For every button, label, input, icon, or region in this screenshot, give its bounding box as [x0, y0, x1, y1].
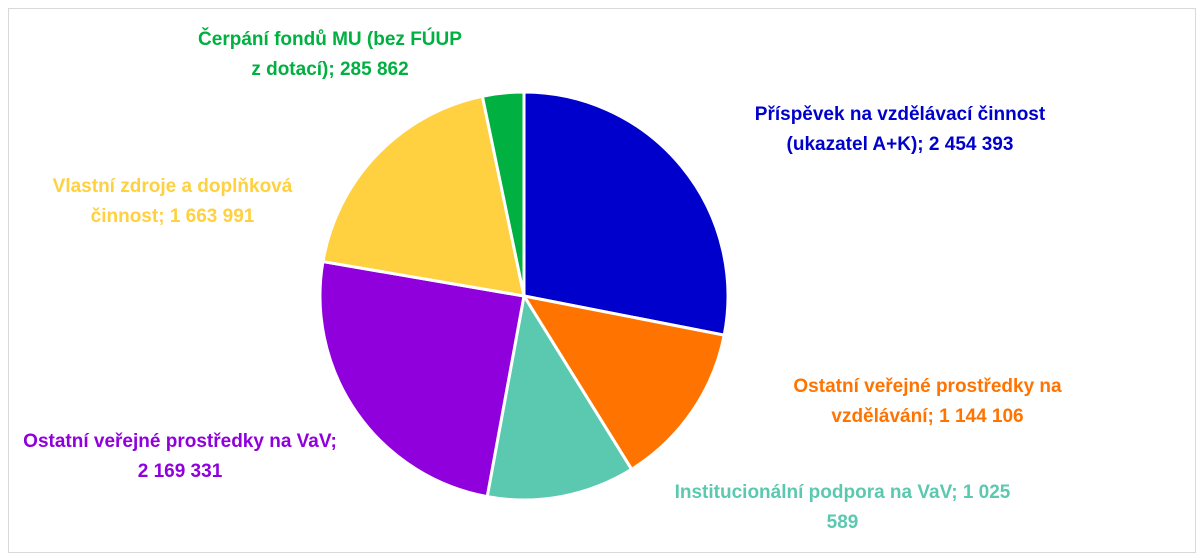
category-name: Ostatní veřejné prostředky na vzdělávání: [793, 376, 1062, 427]
label-separator: ;: [917, 134, 929, 155]
value-label: 1 025 589: [826, 482, 1011, 533]
slice-label: Vlastní zdroje a doplňková činnost; 1 66…: [40, 172, 305, 232]
value-label: 2 454 393: [928, 134, 1014, 155]
label-separator: ;: [951, 482, 963, 503]
category-name: Ostatní veřejné prostředky na VaV: [23, 431, 331, 452]
value-label: 285 862: [339, 59, 409, 80]
pie-slice: [485, 291, 634, 502]
pie-slice: [321, 94, 526, 298]
value-label: 1 144 106: [939, 406, 1024, 427]
slice-label: Čerpání fondů MU (bez FÚUP z dotací); 28…: [195, 25, 465, 85]
pie-slice: [480, 90, 526, 297]
pie-slice: [318, 259, 526, 499]
pie-slice: [522, 90, 730, 337]
slice-label: Příspěvek na vzdělávací činnost (ukazate…: [725, 100, 1075, 160]
value-label: 2 169 331: [137, 461, 223, 482]
slice-label: Institucionální podpora na VaV; 1 025 58…: [670, 478, 1015, 538]
category-name: Příspěvek na vzdělávací činnost (ukazate…: [754, 104, 1046, 155]
slice-label: Ostatní veřejné prostředky na vzdělávání…: [765, 372, 1090, 432]
slice-label: Ostatní veřejné prostředky na VaV; 2 169…: [20, 427, 340, 487]
category-name: Institucionální podpora na VaV: [674, 482, 952, 503]
label-separator: ;: [330, 431, 343, 452]
label-separator: ;: [328, 59, 340, 80]
label-separator: ;: [158, 206, 170, 227]
category-name: Vlastní zdroje a doplňková činnost: [52, 176, 293, 227]
category-name: Čerpání fondů MU (bez FÚUP z dotací): [198, 29, 462, 80]
pie-slice: [520, 293, 726, 472]
value-label: 1 663 991: [169, 206, 255, 227]
label-separator: ;: [927, 406, 940, 427]
